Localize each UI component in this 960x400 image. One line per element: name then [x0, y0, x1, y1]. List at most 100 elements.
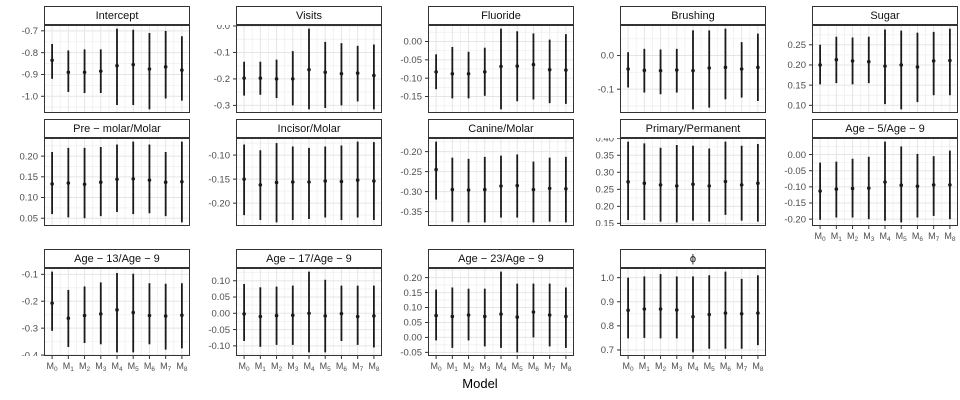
pointrange-m8	[372, 44, 376, 110]
pointrange-m6	[531, 283, 536, 338]
pointrange-m7	[163, 283, 168, 350]
facet-plot: 0.00 -0.05 -0.10 -0.15	[400, 25, 574, 113]
y-tick-label: -1.0	[22, 91, 38, 102]
y-tick-label: -0.1	[22, 270, 38, 281]
pointrange-m7	[931, 31, 936, 96]
x-tick-label: M7	[736, 361, 748, 373]
pointrange-m5	[899, 30, 904, 110]
x-tick-label: M6	[720, 361, 732, 373]
x-tick-label: M5	[128, 361, 140, 373]
x-tick-label: M5	[704, 361, 716, 373]
pointrange-m4	[499, 271, 503, 348]
pointrange-m6	[723, 141, 728, 215]
x-tick-label: M1	[639, 361, 651, 373]
y-tick-label: 0.20	[20, 151, 39, 162]
pointrange-m0	[242, 284, 246, 341]
pointrange-m3	[674, 48, 679, 93]
facet-panel-intercept: Intercept -0.7 -0.8 -0.9 -1.0	[0, 6, 192, 113]
pointrange-m4	[691, 30, 695, 110]
facet-panel-sugar: Sugar 0.25 0.20 0.15 0.10	[768, 6, 960, 113]
facet-title: Age − 13/Age − 9	[74, 252, 160, 265]
pointrange-m8	[180, 36, 184, 101]
pointrange-m6	[147, 32, 152, 110]
pointrange-m7	[547, 39, 552, 104]
y-tick-label: 0.25	[788, 40, 807, 51]
x-tick-label: M7	[544, 361, 556, 373]
facet-strip: Primary/Permanent	[620, 119, 766, 138]
facet-strip: Age − 23/Age − 9	[428, 249, 574, 268]
y-tick-label: -0.1	[214, 48, 230, 59]
x-tick-label: M4	[687, 361, 699, 373]
pointrange-m8	[948, 150, 952, 220]
facet-strip: ϕ	[620, 249, 766, 268]
pointrange-m1	[642, 143, 647, 220]
facet-panel-age-13-age-9: Age − 13/Age − 9 -0.1 -0.2 -0.3 -0.4 M0 M1 M2 M3…	[0, 249, 192, 373]
facet-plot: 0.25 0.20 0.15 0.10	[788, 25, 958, 113]
y-tick-label: 0.15	[20, 172, 39, 183]
facet-title: Intercept	[95, 9, 139, 22]
pointrange-m6	[723, 28, 728, 100]
pointrange-m3	[98, 282, 103, 345]
facet-title: Fluoride	[481, 9, 521, 22]
pointrange-m2	[466, 288, 471, 341]
y-tick-label: 0.9	[601, 297, 614, 308]
x-tick-label: M7	[160, 361, 172, 373]
pointrange-m4	[115, 28, 119, 106]
y-tick-label: -0.15	[208, 174, 230, 185]
pointrange-m0	[818, 162, 822, 220]
pointrange-m8	[756, 275, 760, 346]
facet-title: Incisor/Molar	[277, 122, 341, 135]
pointrange-m3	[866, 36, 871, 84]
pointrange-m7	[547, 157, 552, 222]
y-tick-label: 0.0	[217, 25, 230, 32]
pointrange-m0	[50, 43, 54, 79]
y-tick-label: -0.20	[208, 198, 230, 209]
pointrange-m5	[707, 30, 712, 108]
x-axis-labels: M0 M1 M2 M3 M4 M5 M6 M7 M8	[815, 226, 956, 243]
x-tick-label: M0	[47, 361, 59, 373]
facet-strip: Intercept	[44, 6, 190, 25]
x-tick-label: M1	[831, 231, 843, 243]
pointrange-m2	[658, 274, 663, 339]
y-tick-label: 0.00	[404, 37, 423, 48]
pointrange-m8	[180, 283, 184, 349]
y-tick-label: -0.30	[400, 187, 422, 198]
facet-plot: 1.0 0.9 0.8 0.7	[601, 268, 766, 356]
pointrange-m2	[658, 49, 663, 95]
y-tick-label: 0.10	[20, 193, 39, 204]
y-tick-label: 0.40	[596, 138, 615, 144]
y-tick-label: 0.7	[601, 345, 614, 356]
y-tick-label: 0.00	[404, 333, 423, 344]
pointrange-m5	[323, 279, 328, 353]
facet-title: Age − 23/Age − 9	[458, 252, 544, 265]
x-tick-label: M8	[176, 361, 188, 373]
pointrange-m1	[66, 289, 71, 347]
facet-panel-brushing: Brushing 0.0 -0.1	[576, 6, 768, 113]
x-axis-labels: M0 M1 M2 M3 M4 M5 M6 M7 M8	[239, 356, 380, 373]
pointrange-m1	[66, 147, 71, 218]
pointrange-m8	[564, 34, 568, 104]
y-tick-label: 0.8	[601, 321, 614, 332]
facet-plot: 0.10 0.05 0.00 -0.05 -0.10	[208, 268, 382, 356]
pointrange-m4	[883, 29, 887, 105]
x-tick-label: M1	[255, 361, 267, 373]
facet-plot: -0.20 -0.25 -0.30 -0.35	[400, 138, 574, 226]
pointrange-m7	[931, 156, 936, 216]
pointrange-m0	[434, 54, 438, 90]
pointrange-m5	[707, 148, 712, 222]
pointrange-m4	[499, 155, 503, 218]
y-tick-label: 0.35	[596, 150, 615, 161]
x-tick-label: M0	[239, 361, 251, 373]
pointrange-m1	[834, 36, 839, 84]
pointrange-m4	[307, 271, 311, 353]
y-tick-label: -0.10	[400, 73, 422, 84]
x-tick-label: M3	[671, 361, 683, 373]
pointrange-m3	[866, 156, 871, 220]
y-tick-label: -0.20	[400, 147, 422, 158]
x-tick-label: M8	[368, 361, 380, 373]
y-tick-label: 0.05	[212, 292, 231, 303]
pointrange-m1	[450, 287, 455, 348]
facet-title: Visits	[295, 9, 323, 22]
pointrange-m1	[66, 50, 71, 92]
facet-plot: -0.1 -0.2 -0.3 -0.4	[22, 268, 190, 356]
